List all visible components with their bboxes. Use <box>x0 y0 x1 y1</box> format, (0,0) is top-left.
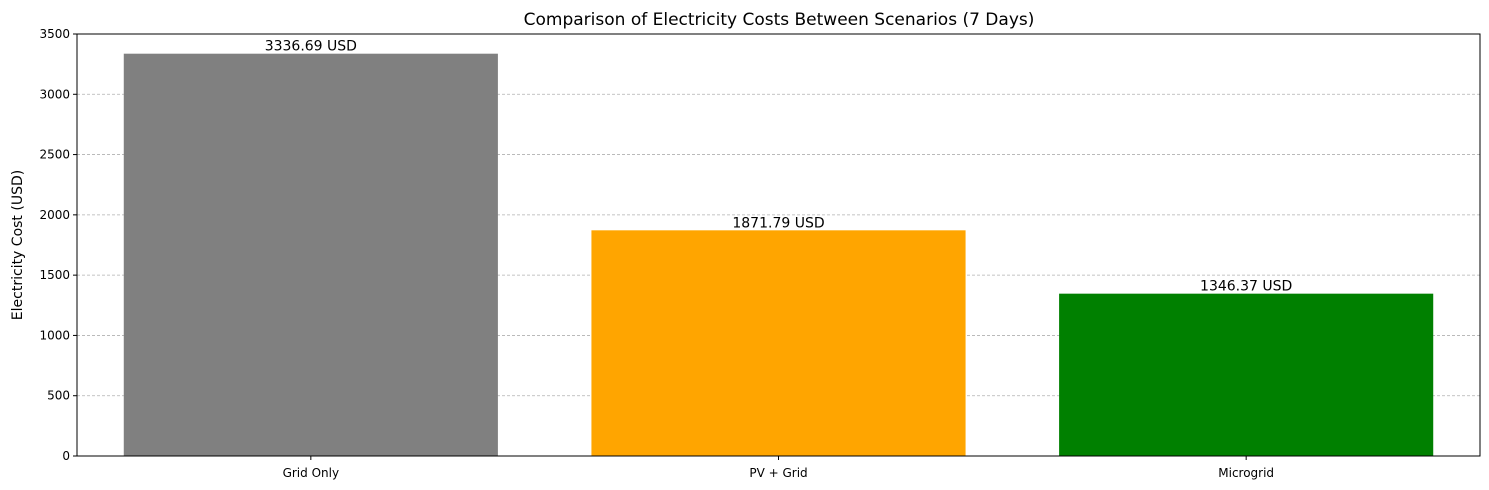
y-axis-label: Electricity Cost (USD) <box>10 170 26 320</box>
bar-value-label: 1346.37 USD <box>1200 279 1292 295</box>
bar-pv-grid <box>591 230 966 456</box>
y-tick-label: 1000 <box>39 328 70 342</box>
y-tick-label: 500 <box>47 389 70 403</box>
y-tick-label: 3500 <box>39 27 70 41</box>
y-axis: 0 500 1000 1500 2000 2500 3000 3500 <box>39 27 77 463</box>
x-tick-label: PV + Grid <box>749 466 807 480</box>
bar-value-label: 3336.69 USD <box>265 39 357 55</box>
y-tick-label: 1500 <box>39 268 70 282</box>
x-tick-label: Microgrid <box>1218 466 1274 480</box>
x-axis: Grid Only PV + Grid Microgrid <box>283 456 1274 480</box>
bars <box>123 53 1434 456</box>
chart-title: Comparison of Electricity Costs Between … <box>524 10 1035 30</box>
bar-grid-only <box>123 53 498 456</box>
bar-microgrid <box>1059 293 1434 456</box>
y-tick-label: 2500 <box>39 148 70 162</box>
plot-frame <box>76 33 1481 457</box>
data-labels: 3336.69 USD 1871.79 USD 1346.37 USD <box>265 39 1293 295</box>
x-tick-label: Grid Only <box>283 466 339 480</box>
bar-value-label: 1871.79 USD <box>732 215 824 231</box>
y-tick-label: 3000 <box>39 87 70 101</box>
y-tick-label: 0 <box>62 449 70 463</box>
y-tick-label: 2000 <box>39 208 70 222</box>
